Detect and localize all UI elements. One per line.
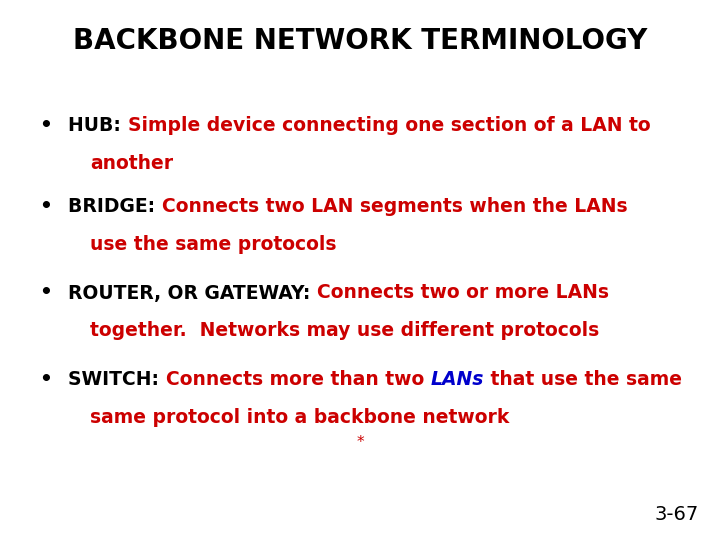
- Text: another: another: [90, 154, 173, 173]
- Text: BACKBONE NETWORK TERMINOLOGY: BACKBONE NETWORK TERMINOLOGY: [73, 27, 647, 55]
- Text: 3-67: 3-67: [654, 505, 698, 524]
- Text: BRIDGE:: BRIDGE:: [68, 197, 162, 216]
- Text: Connects two LAN segments when the LANs: Connects two LAN segments when the LANs: [162, 197, 628, 216]
- Text: SWITCH:: SWITCH:: [68, 370, 166, 389]
- Text: •: •: [40, 370, 53, 389]
- Text: that use the same: that use the same: [484, 370, 682, 389]
- Text: HUB:: HUB:: [68, 116, 127, 135]
- Text: ROUTER, OR GATEWAY:: ROUTER, OR GATEWAY:: [68, 284, 318, 302]
- Text: •: •: [40, 116, 53, 135]
- Text: Connects more than two: Connects more than two: [166, 370, 431, 389]
- Text: use the same protocols: use the same protocols: [90, 235, 336, 254]
- Text: •: •: [40, 284, 53, 302]
- Text: Simple device connecting one section of a LAN to: Simple device connecting one section of …: [127, 116, 650, 135]
- Text: same protocol into a backbone network: same protocol into a backbone network: [90, 408, 509, 427]
- Text: LANs: LANs: [431, 370, 484, 389]
- Text: *: *: [356, 435, 364, 450]
- Text: Connects two or more LANs: Connects two or more LANs: [318, 284, 609, 302]
- Text: •: •: [40, 197, 53, 216]
- Text: together.  Networks may use different protocols: together. Networks may use different pro…: [90, 321, 599, 340]
